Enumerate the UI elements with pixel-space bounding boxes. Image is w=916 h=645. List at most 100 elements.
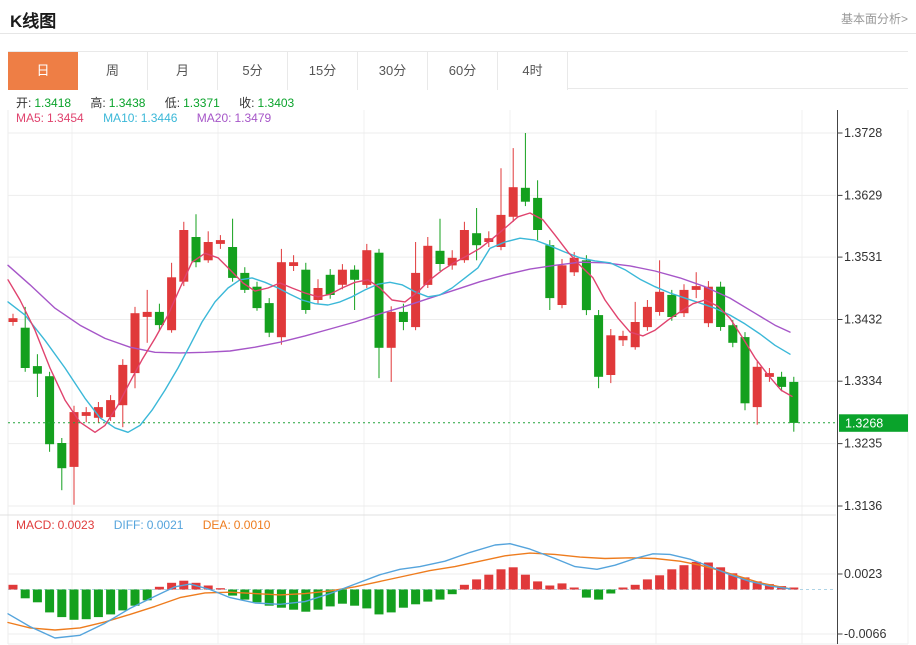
macd-bar xyxy=(508,567,518,590)
macd-axis-label: -0.0066 xyxy=(844,627,886,641)
price-axis-label: 1.3629 xyxy=(844,188,882,202)
candle-body xyxy=(740,337,750,404)
last-price-badge-text: 1.3268 xyxy=(845,416,883,430)
candle-body xyxy=(228,247,238,278)
ma20-label: MA20: xyxy=(196,111,232,125)
ma20-line xyxy=(7,261,791,354)
tab-5min[interactable]: 5分 xyxy=(218,52,288,90)
candle-body xyxy=(642,306,652,328)
dea-label: DEA: xyxy=(202,518,231,532)
candle-body xyxy=(32,366,42,374)
open-label: 开: xyxy=(16,96,32,110)
price-axis-label: 1.3334 xyxy=(844,374,882,388)
candle-body xyxy=(203,242,213,261)
close-value: 1.3403 xyxy=(257,96,295,110)
macd-bar xyxy=(459,584,469,590)
macd-bar xyxy=(630,584,640,590)
macd-bar xyxy=(447,589,457,595)
candle-body xyxy=(557,265,567,305)
macd-bar xyxy=(594,589,604,600)
candle-body xyxy=(179,230,189,282)
macd-bar xyxy=(362,589,372,609)
tab-30min[interactable]: 30分 xyxy=(358,52,428,90)
candle-body xyxy=(777,376,787,387)
macd-bar xyxy=(8,584,18,590)
candle-body xyxy=(606,335,616,375)
diff-label: DIFF: xyxy=(113,518,144,532)
macd-bar xyxy=(716,567,726,590)
tab-60min[interactable]: 60分 xyxy=(428,52,498,90)
macd-bar xyxy=(679,565,689,590)
tab-15min[interactable]: 15分 xyxy=(288,52,358,90)
candle-body xyxy=(69,412,79,467)
macd-bar xyxy=(154,586,164,590)
dea-value: 0.0010 xyxy=(233,518,271,532)
price-axis-label: 1.3136 xyxy=(844,499,882,513)
macd-bar xyxy=(252,589,262,603)
macd-bar xyxy=(667,569,677,590)
candle-body xyxy=(325,274,335,295)
period-tabbar: 日周月 5分 15分 30分 60分 4时 xyxy=(8,51,908,90)
header-divider xyxy=(0,33,916,34)
high-value: 1.3438 xyxy=(108,96,146,110)
ohlc-row: 开: 1.3418 高: 1.3438 低: 1.3371 收: 1.3403 xyxy=(16,94,294,111)
candle-body xyxy=(655,291,665,312)
candle-body xyxy=(362,250,372,285)
candle-body xyxy=(276,262,286,338)
diff-value: 0.0021 xyxy=(146,518,184,532)
candle-body xyxy=(594,315,604,377)
macd-bar xyxy=(411,589,421,605)
open-value: 1.3418 xyxy=(34,96,72,110)
candle-body xyxy=(240,272,250,290)
candle-body xyxy=(118,364,128,406)
candle-body xyxy=(679,289,689,314)
macd-bar xyxy=(118,589,128,611)
page-header: K线图 基本面分析> xyxy=(0,0,916,33)
macd-bar xyxy=(655,575,665,590)
candle-body xyxy=(154,311,164,326)
price-axis-label: 1.3235 xyxy=(844,437,882,451)
macd-bar xyxy=(81,589,91,620)
tab-day[interactable]: 日 xyxy=(8,52,78,90)
macd-bar xyxy=(728,573,738,590)
candle-body xyxy=(435,250,445,264)
macd-bar xyxy=(386,589,396,613)
macd-value: 0.0023 xyxy=(57,518,95,532)
price-axis-label: 1.3531 xyxy=(844,250,882,264)
macd-bar xyxy=(276,589,286,608)
tab-week[interactable]: 周 xyxy=(78,52,148,90)
macd-bar xyxy=(691,561,701,590)
fundamental-analysis-link[interactable]: 基本面分析> xyxy=(840,12,908,26)
tab-4hour[interactable]: 4时 xyxy=(498,52,568,90)
macd-axis-label: 0.0023 xyxy=(844,567,882,581)
low-value: 1.3371 xyxy=(183,96,220,110)
candle-body xyxy=(447,257,457,266)
candle-body xyxy=(142,311,152,317)
candle-body xyxy=(581,260,591,311)
candle-body xyxy=(215,240,225,244)
candle-body xyxy=(350,269,360,280)
candle-body xyxy=(411,272,421,328)
close-label: 收: xyxy=(239,96,255,110)
candle-body xyxy=(45,376,55,445)
macd-bar xyxy=(313,589,323,610)
candle-body xyxy=(789,381,799,423)
macd-bar xyxy=(398,589,408,608)
macd-bar xyxy=(618,587,628,590)
candle-body xyxy=(337,269,347,285)
candle-body xyxy=(313,288,323,300)
ma10-value: 1.3446 xyxy=(140,111,178,125)
macd-bar xyxy=(752,581,762,590)
macd-bar xyxy=(203,585,213,590)
macd-bar xyxy=(703,562,713,590)
candle-body xyxy=(472,233,482,246)
tab-month[interactable]: 月 xyxy=(148,52,218,90)
macd-bar xyxy=(264,589,274,606)
candle-body xyxy=(81,412,91,416)
candle-body xyxy=(264,303,274,333)
macd-bar xyxy=(45,589,55,613)
macd-bar xyxy=(93,589,103,618)
macd-bar xyxy=(533,581,543,590)
macd-info-row: MACD: 0.0023 DIFF: 0.0021 DEA: 0.0010 xyxy=(16,518,270,532)
